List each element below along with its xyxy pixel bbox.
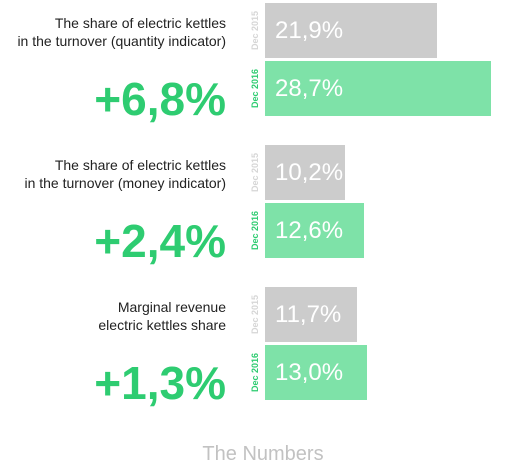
year-label: Dec 2015 [250,10,260,51]
group-label: The share of electric kettles in the turn… [0,14,226,50]
bar-dec-2015: 21,9% [265,3,437,58]
bar-dec-2016: 28,7% [265,61,491,116]
bar-value-label: 13,0% [275,358,344,386]
bar-value-label: 10,2% [275,158,344,186]
group-label-line: The share of electric kettles [54,157,226,173]
group-label-line: electric kettles share [98,317,226,333]
year-label: Dec 2016 [250,68,260,109]
change-value: +2,4% [94,215,226,267]
group-label: Marginal revenue electric kettles share [0,298,226,334]
bar-dec-2015: 11,7% [265,287,357,342]
group-label-line: in the turnover (money indicator) [24,175,226,191]
bar-value-label: 12,6% [275,216,344,244]
bar-dec-2016: 13,0% [265,345,367,400]
year-label: Dec 2015 [250,294,260,335]
bar-value-label: 28,7% [275,74,344,102]
bar-dec-2015: 10,2% [265,145,345,200]
group-label-line: Marginal revenue [117,299,226,315]
footer-title: The Numbers [202,443,324,465]
year-label: Dec 2016 [250,210,260,251]
bar-value-label: 21,9% [275,16,344,44]
change-value: +6,8% [94,73,226,125]
year-label: Dec 2015 [250,152,260,193]
group-label-line: in the turnover (quantity indicator) [17,33,226,49]
group-label: The share of electric kettles in the turn… [0,156,226,192]
change-value: +1,3% [94,357,226,409]
bar-dec-2016: 12,6% [265,203,364,258]
bar-value-label: 11,7% [275,300,342,328]
group-label-line: The share of electric kettles [54,15,226,31]
year-label: Dec 2016 [250,352,260,393]
